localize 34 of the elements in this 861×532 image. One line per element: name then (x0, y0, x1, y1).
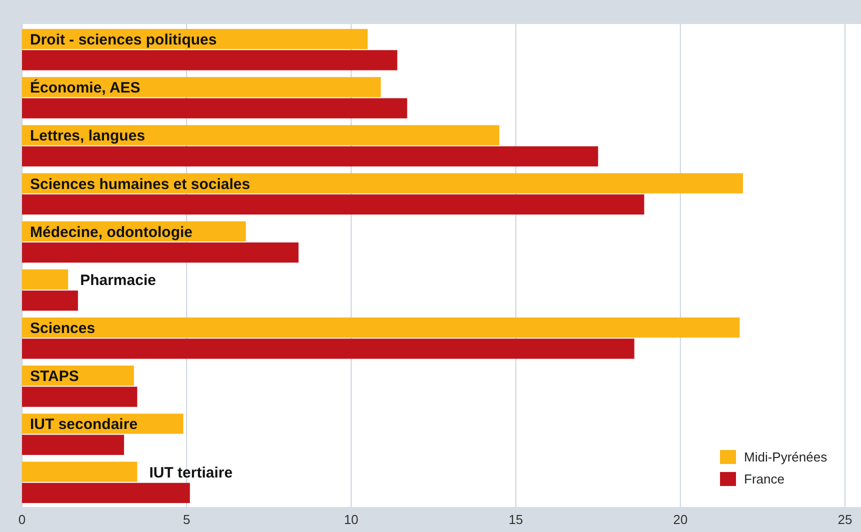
legend-label: Midi-Pyrénées (744, 449, 828, 464)
bar (22, 98, 408, 118)
bar (22, 317, 740, 338)
y-tick-label: Sciences humaines et sociales (30, 176, 250, 193)
bar (22, 434, 124, 455)
bar (22, 386, 138, 407)
bar (22, 269, 68, 290)
bar (22, 290, 78, 311)
y-tick-label: Lettres, langues (30, 128, 146, 145)
bar (22, 125, 500, 146)
bar (22, 482, 190, 504)
x-tick-label: 20 (673, 512, 688, 527)
x-tick-label: 15 (508, 512, 524, 527)
y-tick-label: IUT secondaire (30, 416, 138, 434)
bar (22, 173, 743, 194)
y-tick-label: IUT tertiaire (149, 464, 233, 482)
bar (22, 462, 138, 482)
x-tick-label: 25 (838, 512, 852, 527)
bar (22, 338, 634, 359)
x-tick-label: 0 (18, 512, 26, 527)
bar (22, 146, 598, 166)
x-tick-label: 5 (182, 512, 190, 527)
y-tick-label: Droit - sciences politiques (30, 32, 217, 49)
bar (22, 77, 381, 98)
bar (22, 194, 644, 215)
y-tick-label: Pharmacie (80, 272, 156, 289)
x-tick-label: 10 (344, 512, 358, 527)
legend-label: France (744, 471, 784, 486)
y-tick-label: Médecine, odontologie (30, 224, 193, 241)
y-tick-label: Économie, AES (30, 78, 140, 97)
y-tick-label: Sciences (30, 320, 96, 338)
bar (22, 50, 398, 70)
y-tick-label: STAPS (30, 368, 79, 386)
bar (22, 242, 299, 263)
